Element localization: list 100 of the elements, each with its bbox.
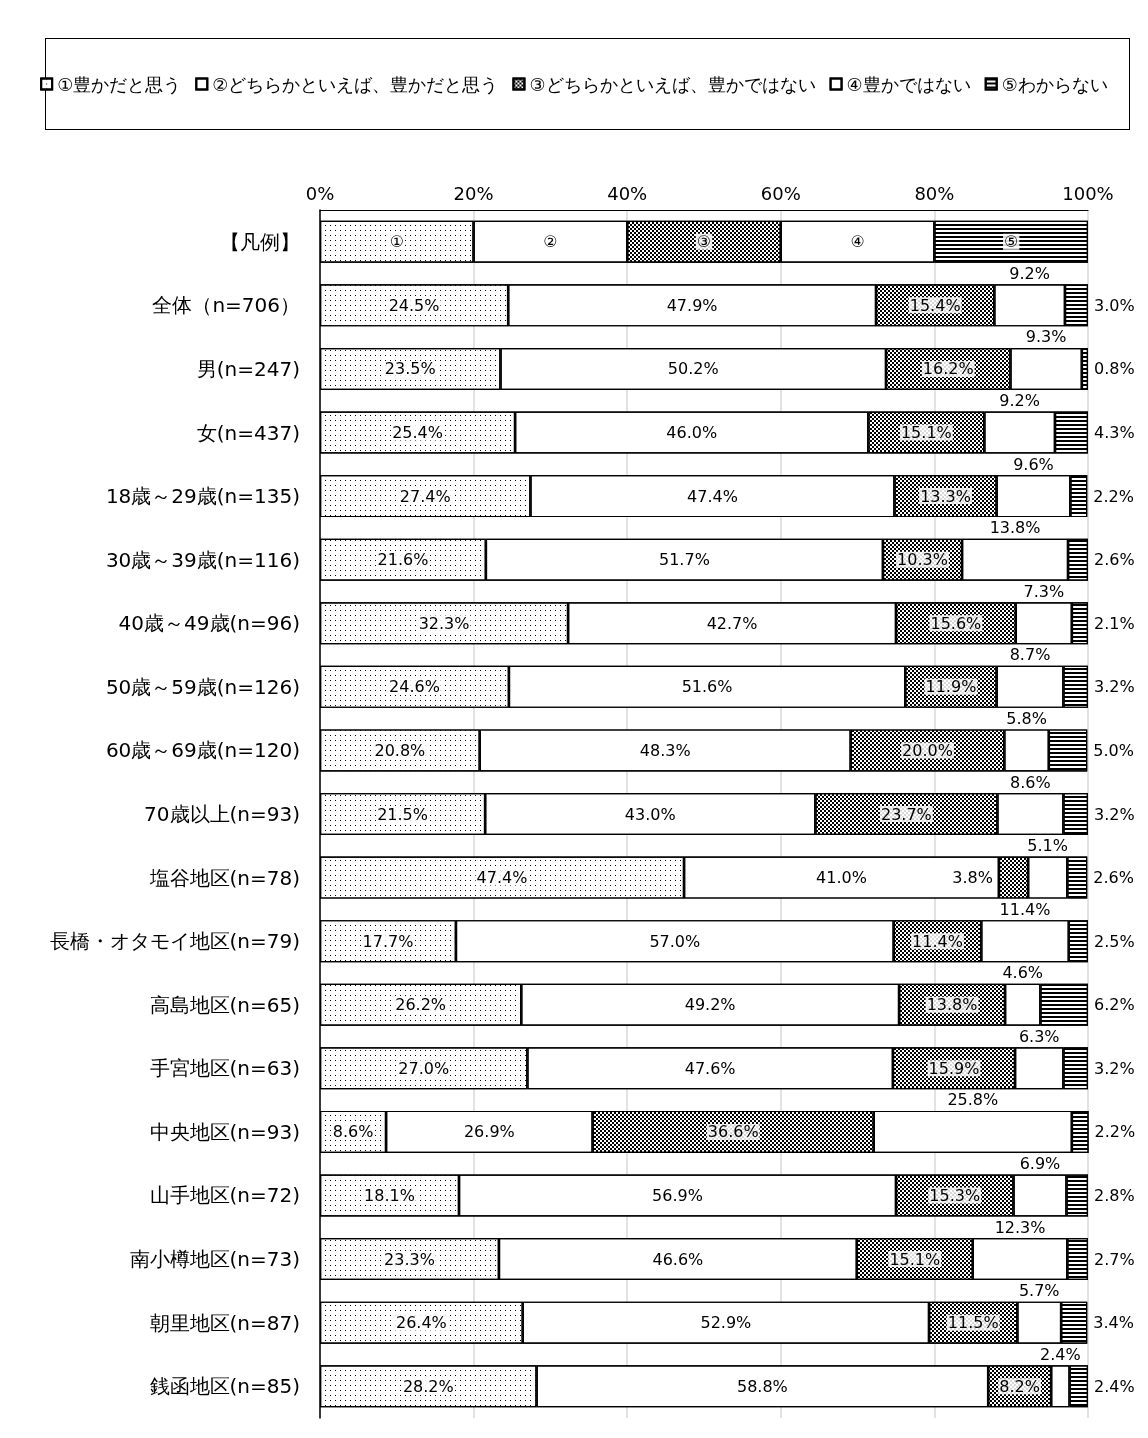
legend-label: ①豊かだと思う — [57, 73, 182, 95]
data-label: 15.1% — [889, 1249, 941, 1269]
data-label: 2.2% — [1094, 1122, 1136, 1142]
data-label: 4.3% — [1094, 423, 1135, 443]
data-label: 2.7% — [1094, 1249, 1135, 1269]
data-label: 46.6% — [652, 1249, 704, 1269]
data-label: 9.2% — [1009, 263, 1050, 283]
data-label: 48.3% — [639, 740, 691, 760]
data-label: 25.8% — [947, 1090, 999, 1110]
x-tick-label: 40% — [607, 182, 648, 204]
data-label: 18.1% — [364, 1185, 415, 1205]
data-label: 57.0% — [649, 931, 701, 951]
y-tick-label: 40歳～49歳(n=96) — [118, 611, 300, 636]
y-tick-label: 全体（n=706） — [152, 293, 300, 318]
data-label: 5.8% — [1006, 708, 1047, 728]
y-tick-label: 銭函地区(n=85) — [149, 1374, 300, 1399]
legend-label: ⑤わからない — [1001, 73, 1108, 95]
data-label: 9.6% — [1013, 454, 1054, 474]
data-label: 13.8% — [989, 518, 1041, 538]
data-label: 2.6% — [1094, 550, 1135, 570]
data-label: 23.7% — [880, 804, 932, 824]
y-tick-label: 中央地区(n=93) — [149, 1119, 300, 1144]
data-label: 32.3% — [418, 613, 470, 633]
y-tick-label: 手宮地区(n=63) — [149, 1056, 300, 1081]
data-label: 15.6% — [930, 613, 982, 633]
y-tick-label: 18歳～29歳(n=135) — [105, 484, 300, 509]
data-label: 58.8% — [736, 1376, 788, 1396]
y-tick-label: 50歳～59歳(n=126) — [105, 674, 300, 699]
data-label: 41.0% — [816, 868, 867, 888]
data-label: 3.8% — [952, 868, 993, 888]
data-label: 15.1% — [900, 423, 952, 443]
data-label: 17.7% — [362, 931, 414, 951]
data-label: 0.8% — [1094, 359, 1135, 379]
data-label: 5.7% — [1018, 1281, 1060, 1301]
data-label: 5.1% — [1027, 836, 1069, 856]
data-label: 21.5% — [377, 804, 428, 824]
y-tick-label: 70歳以上(n=93) — [144, 802, 300, 826]
data-label: 6.2% — [1094, 995, 1135, 1015]
data-label: 27.4% — [399, 486, 451, 506]
data-label: 20.0% — [902, 740, 953, 760]
data-label: 16.2% — [922, 359, 974, 379]
data-label: 43.0% — [624, 804, 676, 824]
x-tick-label: 60% — [760, 182, 801, 204]
data-label: 11.5% — [947, 1313, 999, 1333]
data-label: 15.9% — [928, 1058, 980, 1078]
data-label: 13.3% — [920, 486, 971, 506]
data-label: 8.2% — [999, 1376, 1040, 1396]
y-tick-label: 30歳～39歳(n=116) — [105, 547, 300, 572]
legend-label: ③どちらかといえば、豊かではない — [529, 73, 816, 95]
y-tick-label: 南小樽地区(n=73) — [129, 1247, 300, 1272]
data-label: 15.4% — [909, 295, 961, 315]
data-label: 9.3% — [1025, 327, 1067, 347]
data-label: ④ — [850, 232, 865, 252]
data-label: 10.3% — [897, 550, 948, 570]
x-tick-label: 100% — [1062, 182, 1114, 204]
data-label: 3.0% — [1094, 295, 1135, 315]
data-label: 2.2% — [1093, 486, 1134, 506]
data-label: 47.4% — [687, 486, 738, 506]
y-tick-label: 【凡例】 — [220, 229, 300, 254]
data-label: ③ — [696, 232, 712, 252]
data-label: 23.5% — [384, 359, 436, 379]
data-label: 6.9% — [1019, 1153, 1061, 1173]
y-tick-label: 60歳～69歳(n=120) — [105, 738, 300, 763]
data-label: 11.9% — [925, 677, 977, 697]
data-label: 26.9% — [463, 1122, 515, 1142]
data-label: ② — [543, 232, 558, 252]
data-label: 46.0% — [666, 423, 718, 443]
data-label: 49.2% — [684, 995, 736, 1015]
data-label: ① — [389, 232, 404, 252]
data-label: 3.2% — [1094, 677, 1135, 697]
data-label: 6.3% — [1018, 1026, 1060, 1046]
data-label: 28.2% — [402, 1376, 454, 1396]
data-label: 20.8% — [374, 740, 426, 760]
data-label: 12.3% — [994, 1217, 1046, 1237]
data-label: 3.2% — [1094, 1058, 1135, 1078]
data-label: 11.4% — [999, 899, 1051, 919]
data-label: 51.6% — [681, 677, 733, 697]
data-label: 11.4% — [912, 931, 963, 951]
data-label: 24.6% — [389, 677, 440, 697]
data-label: 2.6% — [1093, 868, 1134, 888]
data-label: 42.7% — [706, 613, 758, 633]
data-label: 47.6% — [684, 1058, 736, 1078]
data-label: 21.6% — [377, 550, 429, 570]
data-label: 36.6% — [707, 1122, 759, 1142]
data-label: 15.3% — [929, 1185, 981, 1205]
data-label: 3.4% — [1093, 1313, 1134, 1333]
data-label: 2.8% — [1094, 1185, 1135, 1205]
legend-label: ④豊かではない — [846, 73, 971, 95]
data-label: ⑤ — [1004, 232, 1019, 252]
data-label: 3.2% — [1094, 804, 1135, 824]
data-label: 56.9% — [652, 1185, 703, 1205]
data-label: 2.4% — [1040, 1344, 1081, 1364]
data-label: 27.0% — [398, 1058, 450, 1078]
data-label: 26.2% — [395, 995, 447, 1015]
data-label: 7.3% — [1023, 581, 1065, 601]
y-tick-label: 高島地区(n=65) — [149, 992, 300, 1017]
data-label: 52.9% — [700, 1313, 752, 1333]
data-label: 13.8% — [926, 995, 978, 1015]
data-label: 24.5% — [388, 295, 440, 315]
data-label: 5.0% — [1093, 740, 1134, 760]
